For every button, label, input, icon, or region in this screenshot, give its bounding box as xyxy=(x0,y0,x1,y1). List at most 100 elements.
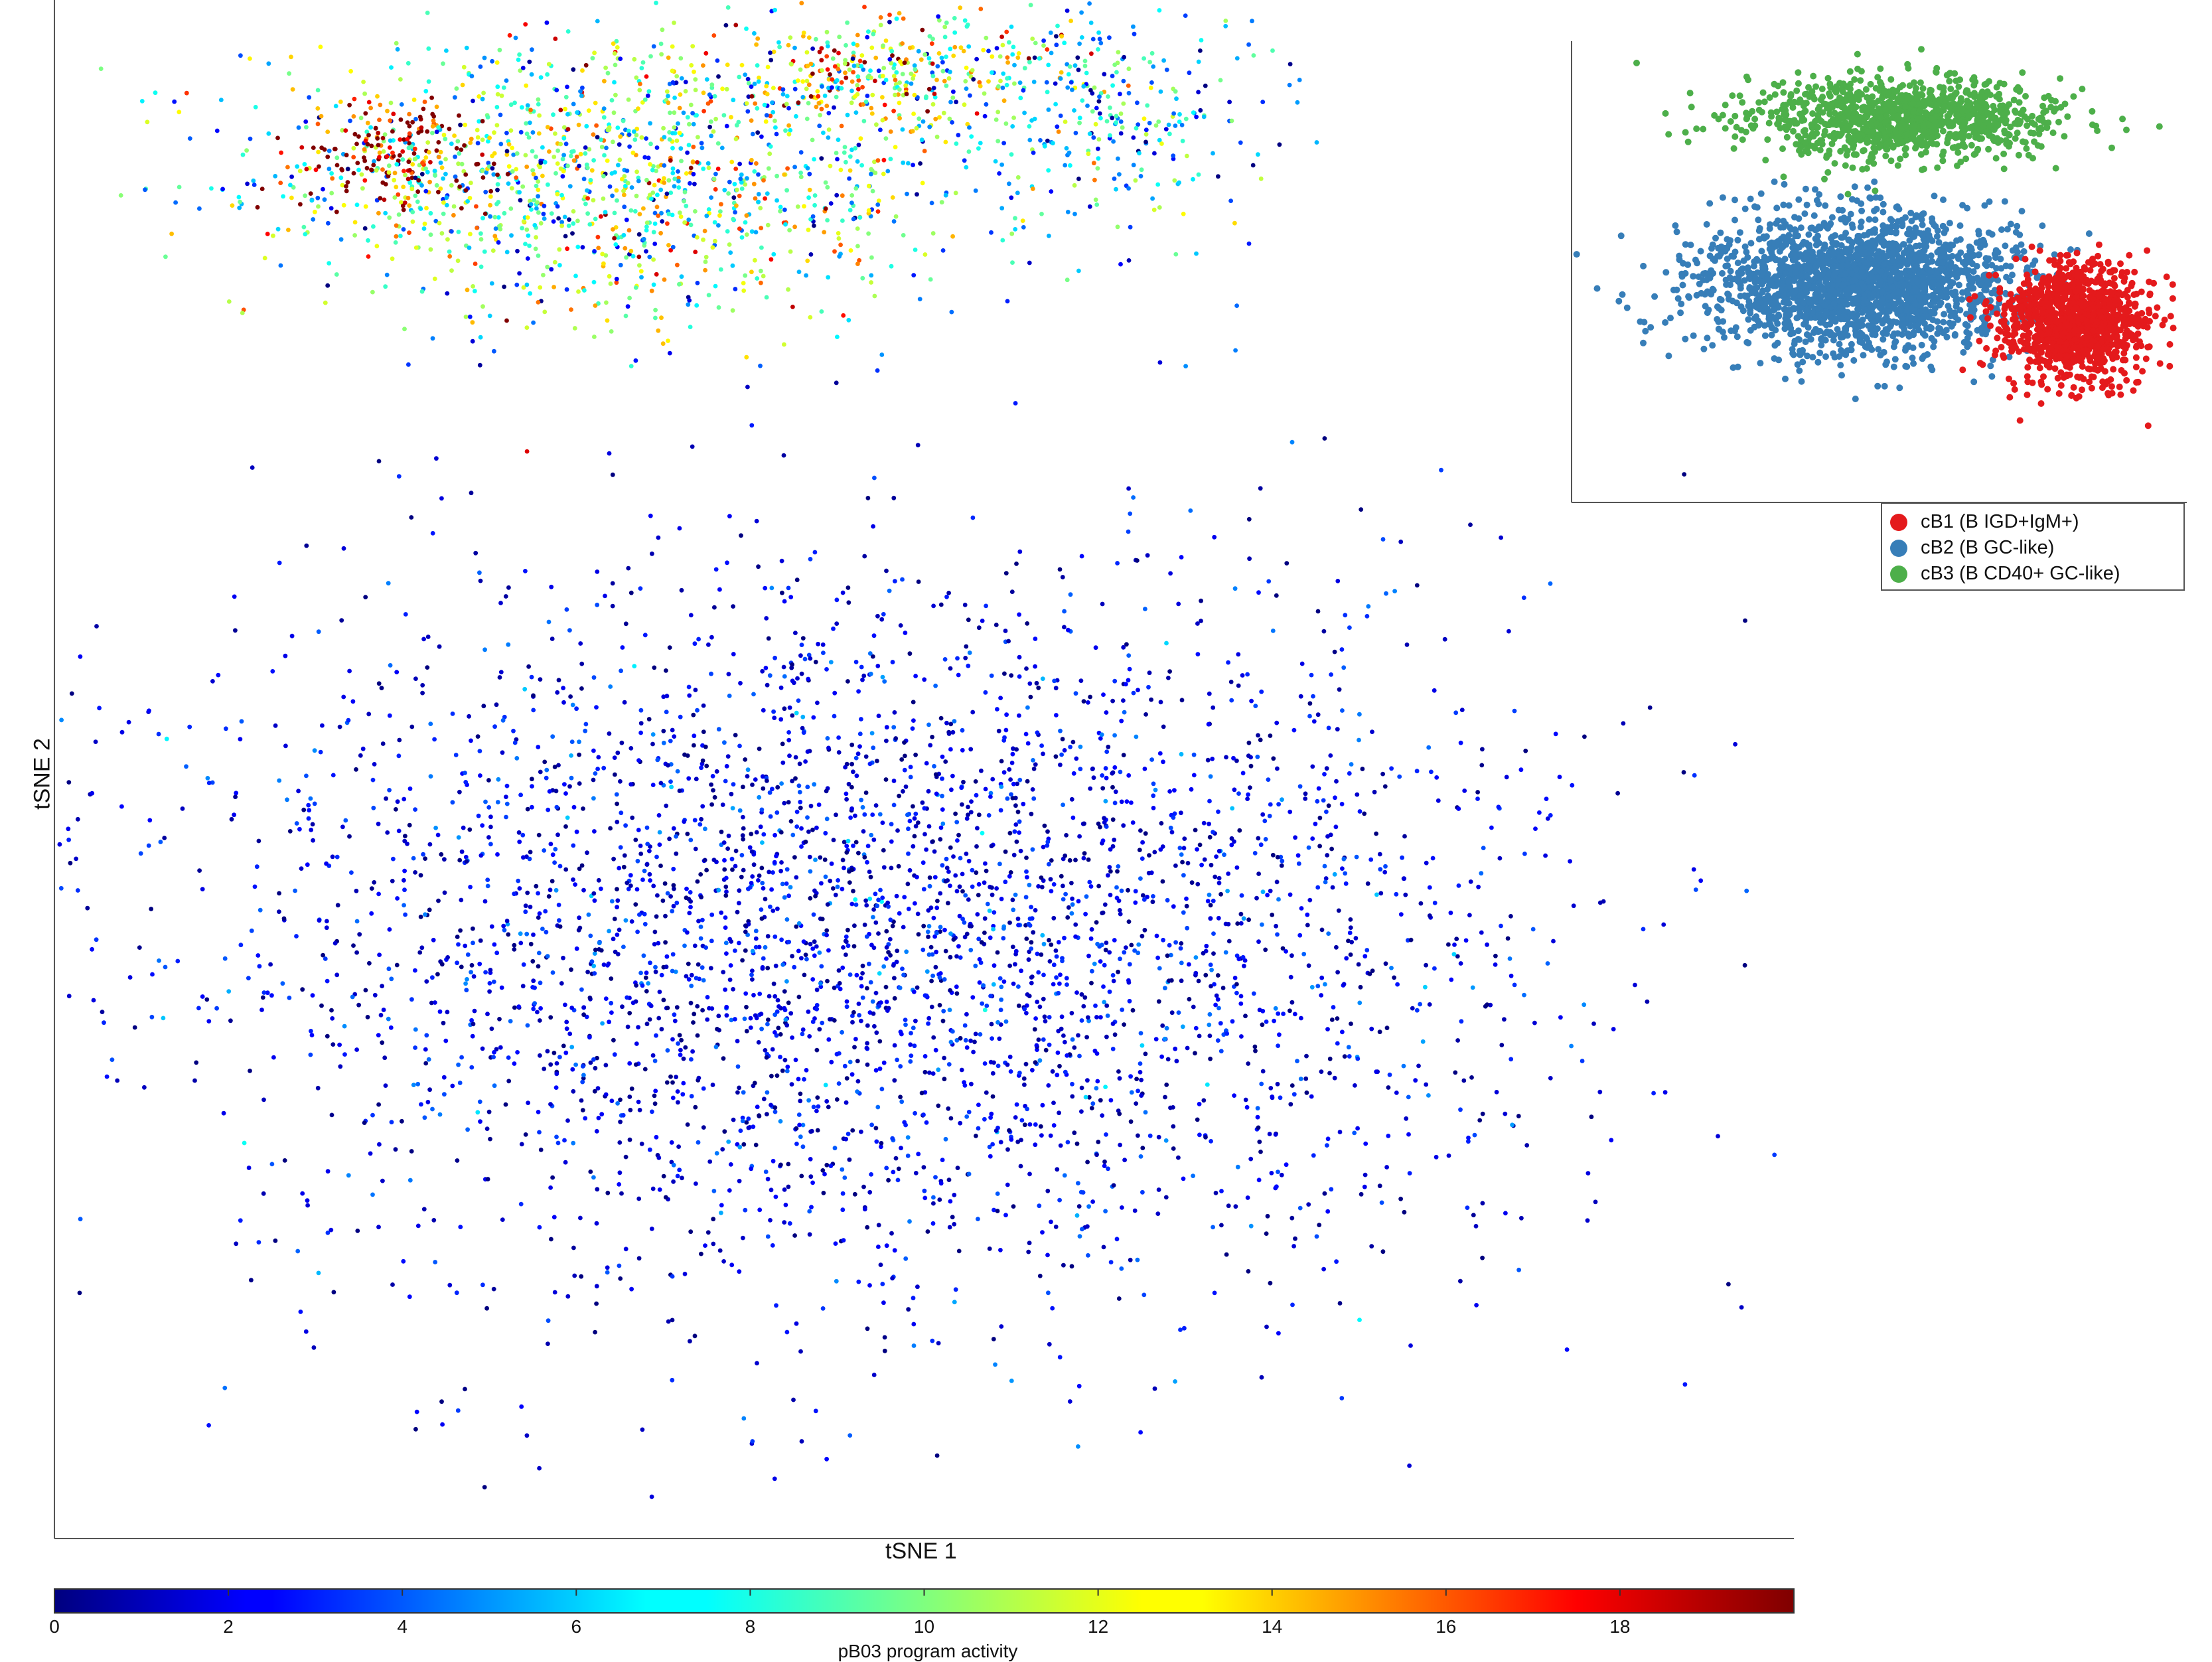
main-point xyxy=(423,856,427,861)
main-point xyxy=(808,315,813,320)
main-point xyxy=(1545,961,1550,966)
main-point xyxy=(517,190,522,195)
main-point xyxy=(1053,1225,1059,1229)
main-point xyxy=(845,20,849,25)
main-point xyxy=(963,656,968,660)
main-point xyxy=(761,273,766,279)
main-point xyxy=(618,1097,623,1102)
main-point xyxy=(947,1225,952,1230)
main-point xyxy=(402,327,407,332)
main-point xyxy=(351,155,356,160)
main-point xyxy=(1143,127,1149,133)
main-point xyxy=(592,1089,597,1094)
main-point xyxy=(939,55,944,60)
main-point xyxy=(837,981,842,986)
main-point xyxy=(1084,1035,1089,1039)
main-point xyxy=(1096,137,1102,142)
main-point xyxy=(950,729,956,735)
main-point xyxy=(944,856,949,862)
main-point xyxy=(495,92,500,97)
main-point xyxy=(540,145,545,150)
main-point xyxy=(1011,981,1016,986)
main-point xyxy=(1116,864,1121,869)
main-point xyxy=(579,1098,584,1103)
main-point xyxy=(806,227,811,232)
main-point xyxy=(1234,56,1240,61)
main-point xyxy=(524,325,530,330)
main-point xyxy=(911,112,916,116)
main-point xyxy=(865,94,870,98)
main-point xyxy=(1041,844,1046,850)
main-point xyxy=(922,806,927,811)
main-point xyxy=(687,121,692,127)
main-point xyxy=(1260,812,1266,817)
main-point xyxy=(334,972,340,978)
main-point xyxy=(1118,911,1123,917)
main-point xyxy=(603,1092,609,1097)
main-point xyxy=(737,1144,743,1150)
main-point xyxy=(857,58,863,64)
main-point xyxy=(745,767,751,773)
main-point xyxy=(978,7,984,11)
main-point xyxy=(573,1062,578,1067)
main-point xyxy=(862,60,867,65)
main-point xyxy=(693,688,698,692)
main-point xyxy=(593,216,598,222)
main-point xyxy=(716,223,721,228)
main-point xyxy=(689,972,694,978)
main-point xyxy=(669,785,674,790)
main-point xyxy=(676,1144,681,1149)
main-point xyxy=(625,880,630,885)
main-point xyxy=(887,19,892,25)
main-point xyxy=(746,80,751,86)
main-point xyxy=(753,230,759,235)
main-point xyxy=(1335,970,1340,975)
main-point xyxy=(871,1373,877,1377)
main-point xyxy=(1260,1022,1265,1027)
main-point xyxy=(531,978,536,984)
main-point xyxy=(475,141,480,146)
main-point xyxy=(582,288,587,293)
main-point xyxy=(1059,873,1064,879)
main-point xyxy=(989,1021,994,1027)
main-point xyxy=(1314,1234,1319,1239)
main-point xyxy=(644,970,649,976)
main-point xyxy=(853,840,859,845)
main-point xyxy=(892,1043,897,1048)
main-point xyxy=(1398,539,1404,544)
main-point xyxy=(808,94,814,99)
main-point xyxy=(812,157,816,162)
main-point xyxy=(871,633,877,639)
main-point xyxy=(1139,1077,1143,1083)
main-point xyxy=(710,1083,715,1087)
main-point xyxy=(1090,1101,1096,1106)
main-point xyxy=(619,177,625,182)
main-point xyxy=(600,1021,605,1026)
main-point xyxy=(998,1140,1003,1145)
main-point xyxy=(970,515,976,520)
main-point xyxy=(558,141,563,147)
main-point xyxy=(420,690,425,696)
main-point xyxy=(1245,1195,1250,1200)
main-point xyxy=(1414,1008,1420,1013)
main-point xyxy=(388,100,394,106)
main-point xyxy=(846,943,851,948)
main-point xyxy=(58,885,64,891)
main-point xyxy=(1203,972,1209,978)
main-point xyxy=(805,815,810,820)
main-point xyxy=(671,903,676,909)
main-point xyxy=(571,209,576,214)
main-point xyxy=(1597,1089,1603,1095)
main-point xyxy=(683,1045,688,1050)
main-point xyxy=(567,217,571,222)
main-point xyxy=(838,167,844,173)
main-point xyxy=(674,900,680,905)
main-point xyxy=(962,18,968,23)
main-point xyxy=(604,145,609,151)
main-point xyxy=(352,233,357,238)
main-point xyxy=(889,48,895,54)
main-point xyxy=(722,858,727,863)
main-point xyxy=(330,854,335,860)
main-point xyxy=(619,668,623,674)
main-point xyxy=(1290,1302,1295,1308)
